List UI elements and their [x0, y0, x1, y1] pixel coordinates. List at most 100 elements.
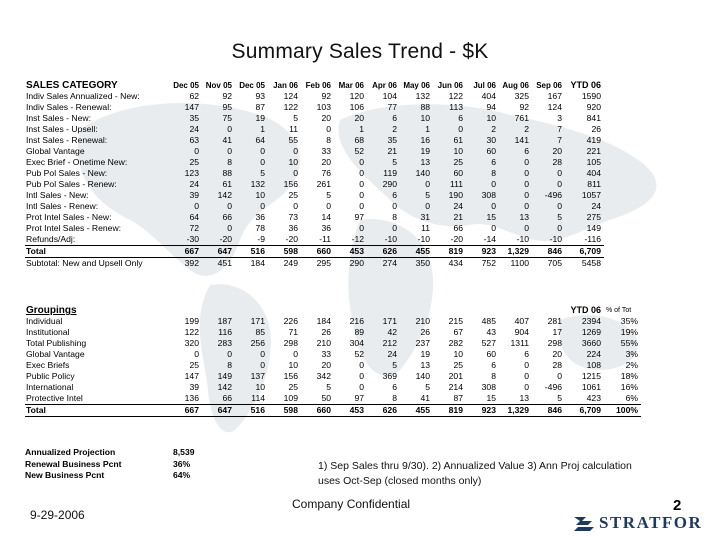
month-cell: 0	[227, 146, 232, 156]
month-cell: 5	[326, 382, 331, 392]
month-cell: 25	[189, 360, 199, 370]
month-cell: 2	[524, 124, 529, 134]
month-cell: 1100	[510, 258, 529, 269]
month-cell: 226	[283, 316, 298, 326]
month-cell: -30	[186, 234, 199, 244]
row-label: Total Publishing	[26, 338, 87, 348]
month-cell: 0	[359, 190, 364, 200]
month-cell: 35	[189, 113, 199, 123]
month-cell: 516	[235, 245, 268, 258]
month-cell: 308	[481, 190, 496, 200]
month-cell: 19	[420, 146, 430, 156]
ytd-cell: 221	[586, 146, 601, 156]
groupings-table-body: Individual 199 187 171 226 184 216 171 210 215 485…	[25, 316, 641, 417]
projection-label: Annualized Projection	[25, 447, 116, 457]
month-cell: 140	[415, 168, 430, 178]
month-cell: 598	[268, 404, 301, 417]
table-row: Institutional 122 116 85 71 26 89 42 26 67 43 904 17…	[25, 327, 641, 338]
month-cell: 5	[557, 212, 562, 222]
row-label: Pub Pol Sales - New:	[26, 168, 108, 178]
footer-confidential: Company Confidential	[292, 497, 411, 511]
month-cell: 60	[453, 168, 463, 178]
month-header: Jul 06	[473, 81, 496, 90]
month-cell: 24	[387, 349, 397, 359]
ytd-cell: -116	[584, 234, 601, 244]
pct-cell: 16%	[620, 382, 638, 392]
month-cell: 6	[524, 146, 529, 156]
month-cell: 21	[453, 212, 463, 222]
month-cell: 1	[359, 124, 364, 134]
month-cell: 0	[524, 223, 529, 233]
month-cell: 26	[321, 327, 331, 337]
row-label: Intl Sales - New:	[26, 190, 89, 200]
month-cell: 35	[387, 135, 397, 145]
pct-cell: 2%	[625, 360, 638, 370]
month-cell: 5	[392, 157, 397, 167]
table-row: Inst Sales - Upsell: 24 0 1 11 0 1 2 1 0 2 2 7 26	[25, 124, 604, 135]
month-cell: 25	[189, 157, 199, 167]
month-cell: 0	[359, 382, 364, 392]
month-cell: 0	[260, 146, 265, 156]
month-cell: 846	[532, 404, 565, 417]
row-label: Prot Intel Sales - Renew:	[26, 223, 122, 233]
sales-category-table: SALES CATEGORY Dec 05 Nov 05 Dec 05 Jan …	[25, 80, 604, 270]
month-cell: 66	[453, 223, 463, 233]
row-label: Inst Sales - New:	[26, 113, 91, 123]
month-cell: 0	[425, 179, 430, 189]
month-cell: 0	[359, 157, 364, 167]
month-cell: 104	[382, 91, 397, 101]
month-cell: 8	[392, 393, 397, 403]
month-cell: 0	[524, 360, 529, 370]
projection-label: New Business Pcnt	[25, 470, 105, 480]
month-cell: 0	[227, 349, 232, 359]
month-cell: 50	[321, 393, 331, 403]
footer-date: 9-29-2006	[30, 508, 85, 522]
month-cell: 453	[334, 245, 367, 258]
month-cell: 109	[283, 393, 298, 403]
month-cell: 10	[453, 146, 463, 156]
month-cell: 92	[222, 91, 232, 101]
month-cell: 89	[354, 327, 364, 337]
projection-row: Annualized Projection 8,539	[25, 447, 203, 459]
month-cell: 342	[316, 371, 331, 381]
month-cell: 199	[184, 316, 199, 326]
month-cell: 114	[251, 393, 265, 403]
month-cell: 210	[316, 338, 331, 348]
month-cell: 36	[288, 223, 298, 233]
month-header: Sep 06	[536, 81, 562, 90]
month-cell: 73	[288, 212, 298, 222]
month-cell: 325	[514, 91, 529, 101]
month-cell: 63	[189, 135, 199, 145]
ytd-cell: 5458	[581, 258, 601, 269]
table-row: Pub Pol Sales - Renew: 24 61 132 156 261 0 290 0…	[25, 179, 604, 190]
month-cell: 66	[222, 393, 232, 403]
month-cell: 20	[321, 113, 331, 123]
row-label: Prot Intel Sales - New:	[26, 212, 112, 222]
month-cell: 214	[448, 382, 463, 392]
month-cell: 5	[425, 190, 430, 200]
month-cell: 28	[552, 157, 562, 167]
month-cell: 8	[491, 168, 496, 178]
month-cell: 0	[557, 371, 562, 381]
month-cell: 7	[557, 124, 562, 134]
month-cell: 8	[392, 212, 397, 222]
month-cell: 1,329	[499, 245, 532, 258]
month-cell: 819	[433, 245, 466, 258]
month-cell: 187	[217, 316, 232, 326]
table-row: Prot Intel Sales - New: 64 66 36 73 14 97 8 31 21…	[25, 212, 604, 223]
month-cell: 119	[383, 168, 397, 178]
month-cell: 184	[316, 316, 331, 326]
row-label: Global Vantage	[26, 349, 85, 359]
month-cell: 8	[227, 360, 232, 370]
month-cell: 106	[349, 102, 364, 112]
month-cell: -11	[319, 234, 331, 244]
month-cell: 122	[448, 91, 463, 101]
month-cell: 0	[524, 371, 529, 381]
month-cell: 5	[260, 168, 265, 178]
month-cell: 31	[420, 212, 430, 222]
month-cell: 33	[321, 349, 331, 359]
month-cell: -10	[516, 234, 529, 244]
ytd-cell: 423	[586, 393, 601, 403]
table-row: Refunds/Adj: -30 -20 -9 -20 -11 -12 -10 -10 -20 -1…	[25, 234, 604, 246]
month-cell: 256	[250, 338, 265, 348]
